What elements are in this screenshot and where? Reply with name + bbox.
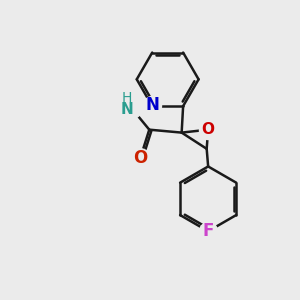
Text: O: O	[202, 122, 215, 137]
Text: H: H	[122, 91, 132, 105]
Text: N: N	[145, 96, 159, 114]
Text: N: N	[121, 102, 134, 117]
Text: O: O	[133, 148, 148, 166]
Text: F: F	[202, 222, 214, 240]
